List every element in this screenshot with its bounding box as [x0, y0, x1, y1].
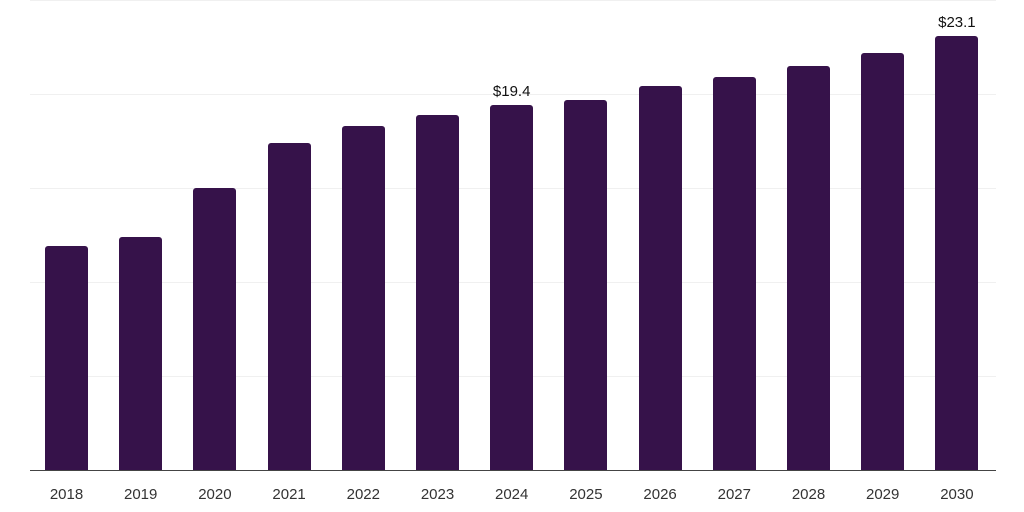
gridline: [30, 94, 996, 95]
x-tick-label: 2028: [791, 486, 826, 503]
data-label: $19.4: [492, 83, 531, 101]
x-tick-label: 2029: [866, 486, 900, 503]
gridline: [30, 0, 996, 1]
bar-2021: [267, 142, 311, 470]
bar-2022: [341, 125, 385, 470]
bar-2026: [638, 86, 682, 470]
bar-2023: [416, 114, 459, 470]
x-tick-label: 2019: [124, 486, 158, 503]
bar-2019: [119, 236, 163, 470]
bar-2020: [193, 188, 237, 470]
x-axis-line: [30, 470, 996, 471]
x-tick-label: 2022: [346, 486, 380, 503]
x-tick-label: 2023: [420, 486, 455, 503]
bar-2024: [490, 105, 534, 470]
x-tick-label: 2024: [495, 486, 529, 503]
x-tick-label: 2025: [569, 486, 603, 503]
x-tick-label: 2021: [272, 486, 306, 503]
x-tick-label: 2026: [643, 486, 677, 503]
bar-2029: [861, 52, 905, 470]
bar-2030: [935, 35, 979, 470]
data-label: $23.1: [938, 13, 976, 31]
bar-2018: [45, 246, 88, 470]
x-tick-label: 2020: [198, 486, 232, 503]
bar-2025: [564, 99, 608, 470]
x-tick-label: 2018: [49, 486, 84, 503]
x-tick-label: 2030: [940, 486, 974, 503]
bar-2027: [712, 77, 756, 470]
x-tick-label: 2027: [717, 486, 751, 503]
bar-2028: [787, 65, 830, 470]
